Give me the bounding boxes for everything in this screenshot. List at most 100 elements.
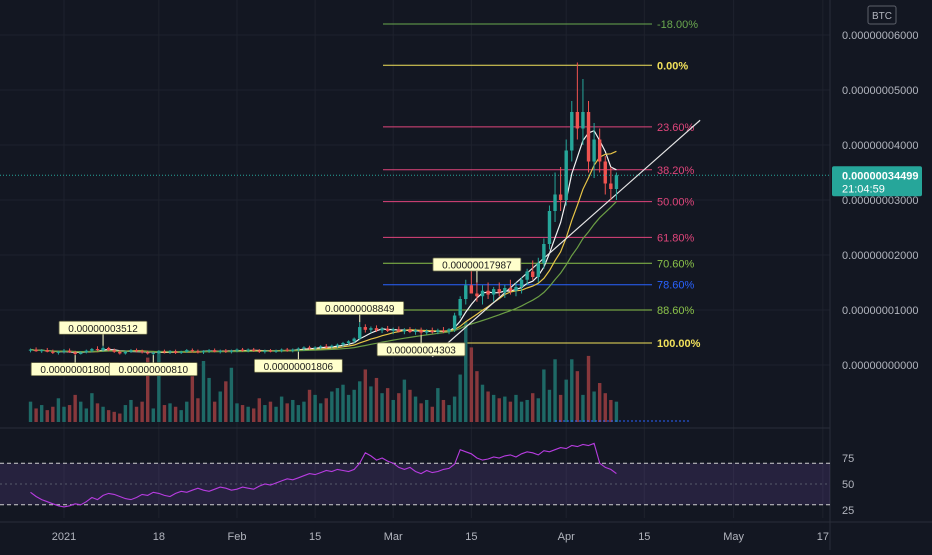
- candle-body: [45, 350, 49, 352]
- price-label-text: 0.00000003512: [68, 324, 138, 335]
- volume-bar: [536, 398, 540, 422]
- price-axis-label: 0.00000005000: [842, 85, 918, 97]
- volume-bar: [190, 376, 195, 422]
- last-price-tag: [832, 166, 922, 197]
- candle-body: [34, 349, 38, 352]
- last-price-value: 0.00000034499: [842, 170, 918, 182]
- candle-body: [224, 350, 228, 352]
- price-axis-label: 0.00000000000: [842, 360, 918, 372]
- fib-label: 0.00%: [657, 60, 688, 72]
- volume-bar: [302, 401, 306, 422]
- volume-bar: [346, 394, 351, 422]
- candle-body: [257, 350, 261, 352]
- candle-body: [603, 161, 607, 184]
- volume-bar: [558, 394, 563, 422]
- candle-body: [575, 112, 580, 129]
- price-axis-label: 0.00000001000: [842, 305, 918, 317]
- candle-body: [430, 330, 434, 332]
- price-axis-label: 0.00000006000: [842, 30, 918, 42]
- candle-body: [597, 139, 602, 162]
- candle-body: [268, 350, 273, 352]
- candle-body: [447, 329, 451, 332]
- volume-bar: [140, 401, 144, 422]
- volume-bar: [95, 403, 100, 422]
- volume-bar: [497, 398, 501, 422]
- volume-bar: [324, 398, 328, 422]
- volume-bar: [252, 408, 256, 422]
- volume-bar: [235, 403, 239, 422]
- volume-bar: [525, 399, 529, 422]
- volume-bar: [168, 403, 172, 422]
- candle-body: [458, 299, 462, 316]
- volume-bar: [586, 355, 591, 422]
- fib-label: 88.60%: [657, 305, 695, 317]
- volume-bar: [542, 369, 546, 422]
- candle-body: [56, 351, 61, 353]
- volume-bar: [268, 401, 273, 422]
- candle-body: [173, 351, 178, 353]
- volume-bar: [531, 393, 535, 422]
- candle-body: [79, 352, 83, 354]
- candle-body: [341, 343, 345, 345]
- candle-body: [547, 211, 552, 244]
- candle-body: [190, 350, 195, 352]
- volume-bar: [391, 399, 395, 422]
- volume-bar: [363, 369, 368, 422]
- candle-body: [346, 341, 351, 343]
- volume-bar: [419, 403, 423, 422]
- volume-bar: [218, 391, 222, 422]
- volume-bar: [486, 391, 490, 422]
- candle-body: [614, 175, 619, 189]
- volume-bar: [123, 405, 128, 422]
- candle-body: [374, 328, 379, 331]
- candle-body: [330, 345, 334, 347]
- candle-body: [162, 351, 167, 353]
- candle-body: [441, 330, 446, 332]
- candle-body: [28, 349, 33, 351]
- candle-body: [335, 344, 340, 346]
- volume-bar: [146, 357, 150, 422]
- candle-body: [146, 352, 150, 354]
- volume-bar: [73, 394, 77, 422]
- candle-body: [263, 350, 267, 352]
- candle-body: [207, 350, 211, 352]
- fib-label: 70.60%: [657, 258, 695, 270]
- candle-body: [274, 350, 278, 352]
- candle-body: [235, 349, 239, 351]
- time-axis-label: Mar: [384, 531, 403, 543]
- price-labels: 0.00000003512 0.00000001800 0.00000000810 0…: [30, 257, 522, 376]
- candle-body: [570, 112, 574, 151]
- volume-bar: [581, 394, 585, 422]
- volume-bar: [458, 374, 462, 422]
- price-axis-label: 0.00000004000: [842, 140, 918, 152]
- volume-bar: [374, 377, 379, 422]
- candle-body: [179, 351, 183, 353]
- candle-body: [313, 347, 317, 349]
- candle-body: [324, 346, 328, 348]
- fib-label: 50.00%: [657, 197, 695, 209]
- candle-body: [218, 350, 222, 352]
- volume-bar: [597, 383, 602, 422]
- volume-bar: [307, 389, 312, 422]
- volume-bar: [179, 410, 183, 422]
- volume-bar: [592, 391, 596, 422]
- candle-body: [84, 350, 89, 353]
- candle-body: [385, 328, 390, 331]
- volume-bar: [553, 359, 557, 422]
- volume-bar: [196, 398, 200, 422]
- volume-bar: [397, 393, 401, 422]
- volume-bar: [480, 384, 485, 422]
- volume-bar: [508, 401, 513, 422]
- time-axis-label: 18: [153, 531, 165, 543]
- volume-bar: [291, 399, 295, 422]
- currency-badge-text: BTC: [872, 11, 892, 22]
- price-label-text: 0.00000017987: [442, 261, 512, 272]
- price-label-text: 0.00000004303: [386, 345, 456, 356]
- volume-bar: [447, 405, 451, 422]
- candle-body: [140, 351, 144, 353]
- fib-label: 38.20%: [657, 165, 695, 177]
- time-axis-label: 15: [309, 531, 321, 543]
- volume-bar: [469, 347, 474, 422]
- volume-bar: [358, 381, 362, 422]
